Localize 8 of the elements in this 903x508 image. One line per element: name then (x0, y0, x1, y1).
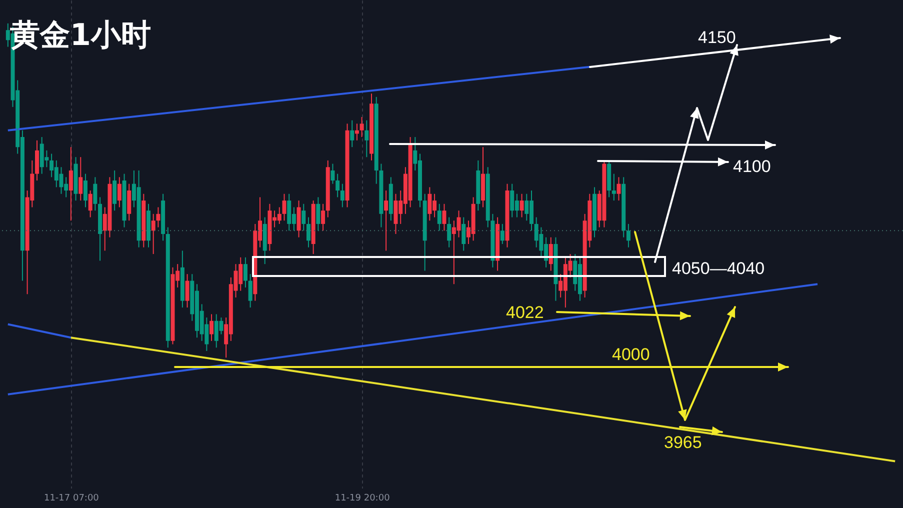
annotation: 4022 (506, 303, 544, 322)
annotation: 4050—4040 (672, 259, 765, 278)
annotation: 4150 (698, 28, 736, 47)
annotation: 4100 (733, 157, 771, 176)
text: 3965 (664, 433, 702, 452)
x-tick-label: 11-19 20:00 (334, 494, 390, 504)
x-tick-label: 11-17 07:00 (44, 494, 100, 504)
annotation: 4000 (612, 345, 650, 364)
